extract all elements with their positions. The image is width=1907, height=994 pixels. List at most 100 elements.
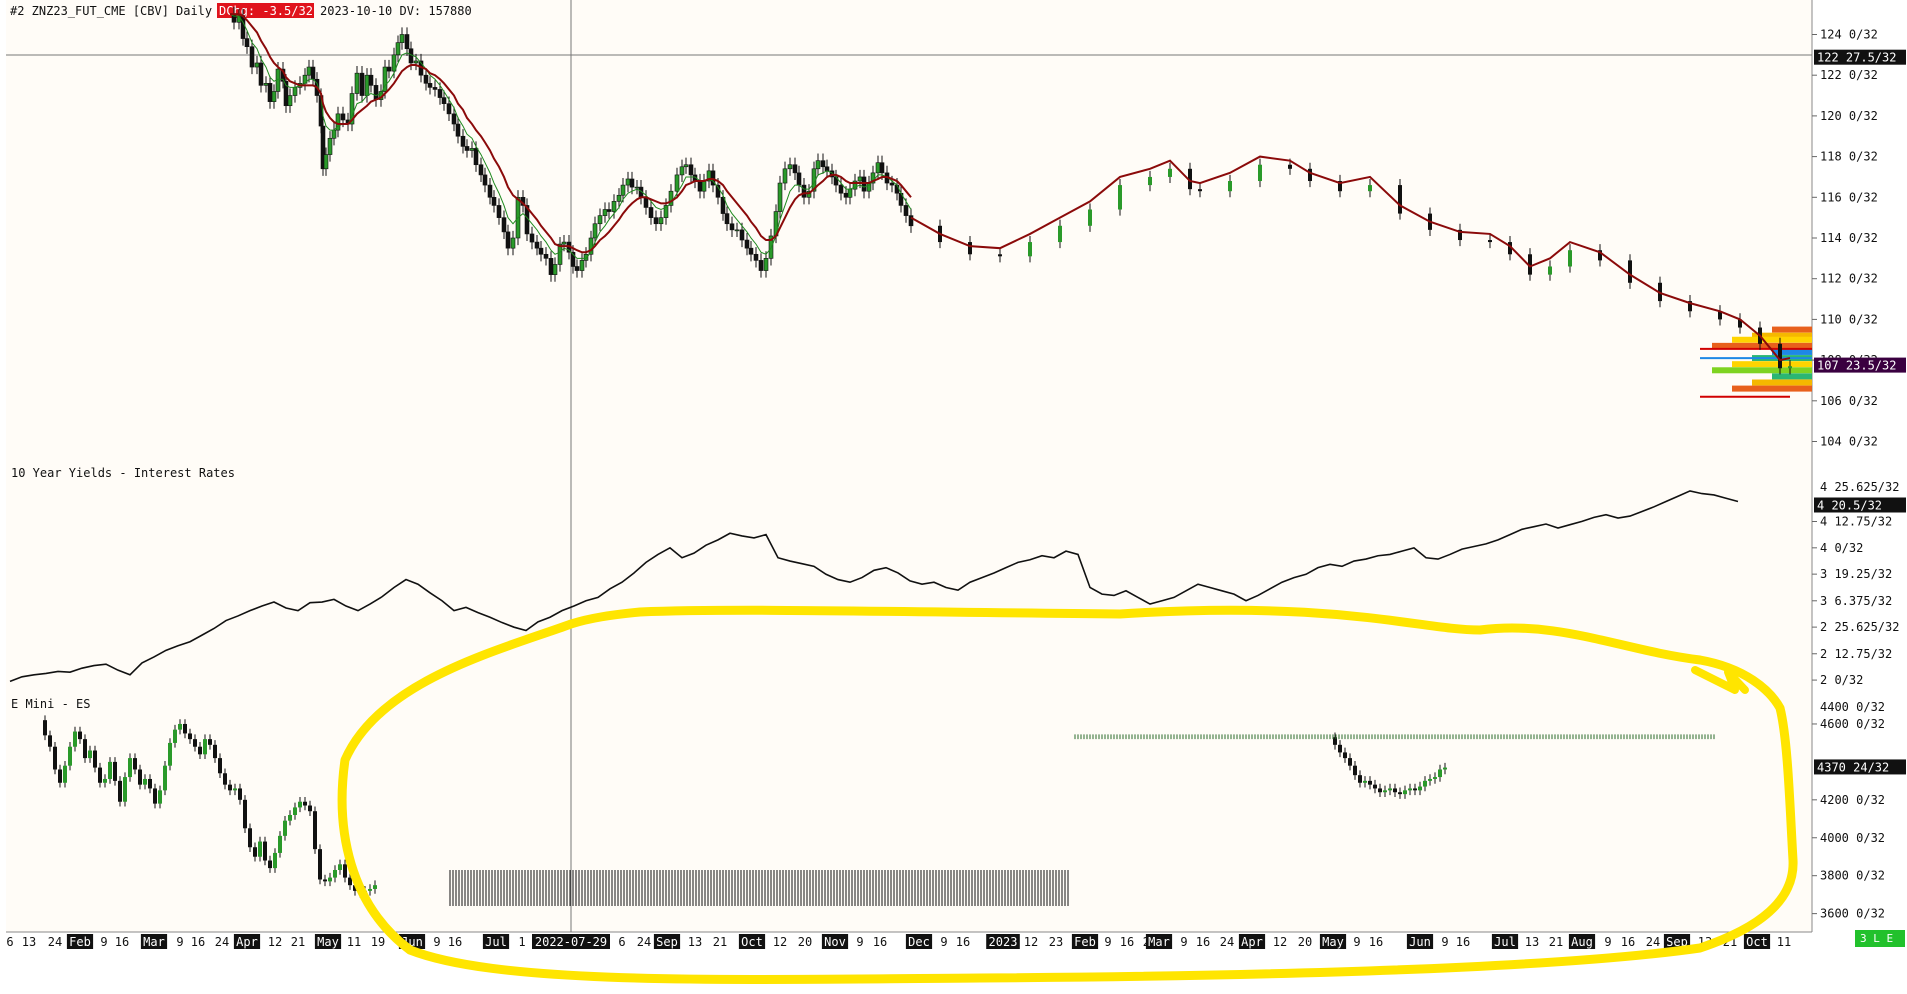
zn-candle-body: [386, 66, 392, 72]
x-tick-label: 2022-07-29: [535, 935, 607, 949]
zn-candle-body: [1168, 168, 1172, 177]
y-tick-label: 4 0/32: [1820, 541, 1863, 555]
x-tick-label: 24: [637, 935, 651, 949]
zn-candle-body: [236, 15, 242, 23]
y-tick-label: 106 0/32: [1820, 394, 1878, 408]
y-tick-label: 122 0/32: [1820, 68, 1878, 82]
status-badge: [1855, 930, 1905, 947]
zn-candle-body: [423, 74, 429, 84]
es-candle-body: [98, 767, 102, 783]
zn-candle-body: [998, 254, 1002, 257]
es-candle-body: [83, 739, 87, 759]
zn-candle-body: [1198, 189, 1202, 192]
y-tick-label: 3600 0/32: [1820, 907, 1885, 921]
zn-candle-body: [404, 34, 410, 50]
zn-candle-body: [688, 164, 694, 176]
zn-candle-body: [879, 162, 885, 174]
zn-candle-body: [310, 66, 316, 80]
zn-candle-body: [574, 266, 580, 271]
y-tick-label: 3 6.375/32: [1820, 594, 1892, 608]
es-candle-body: [353, 885, 357, 891]
es-candle-body: [1398, 792, 1402, 795]
zn-candle-body: [258, 62, 264, 86]
zn-candle-body: [806, 190, 812, 198]
zn-candle-body: [254, 62, 260, 68]
es-candle-body: [1423, 780, 1427, 787]
zn-candle-body: [487, 184, 493, 198]
x-tick-label: Mar: [143, 935, 165, 949]
zn-candle-body: [787, 164, 793, 170]
zn-candle-body: [1118, 185, 1122, 210]
es-pane: [43, 715, 1715, 907]
y-tick-label: 4000 0/32: [1820, 831, 1885, 845]
x-tick-label: 9: [1104, 935, 1111, 949]
zn-fast-ma: [229, 13, 912, 259]
zn-candle-body: [734, 229, 740, 232]
zn-candle-body: [469, 148, 475, 151]
zn-candle-body: [801, 184, 807, 198]
x-tick-label: 16: [1120, 935, 1134, 949]
plot-area[interactable]: [6, 0, 1812, 932]
es-candle-body: [133, 758, 137, 770]
last-price-badge: [1814, 357, 1906, 373]
zn-volume-profile-bar: [1732, 336, 1812, 343]
es-candle-body: [178, 723, 182, 730]
y-tick-label: 120 0/32: [1820, 109, 1878, 123]
zn-candle-body: [903, 205, 909, 216]
x-tick-label: 9: [100, 935, 107, 949]
zn-candle-body: [843, 192, 849, 198]
es-candle-body: [113, 761, 117, 781]
zn-candle-body: [491, 196, 497, 206]
x-tick-label: Aug: [1571, 935, 1593, 949]
zn-candle-body: [1368, 185, 1372, 192]
es-candle-body: [273, 852, 277, 869]
zn-candle-body: [1258, 164, 1262, 182]
zn-candle-body: [561, 241, 567, 245]
es-candle-body: [293, 807, 297, 815]
y-tick-label: 124 0/32: [1820, 27, 1878, 41]
zn-volume-profile-bar: [1732, 385, 1812, 392]
zn-candle-body: [395, 42, 401, 56]
zn-candle-body: [437, 89, 443, 98]
zn-volume-profile-bar: [1732, 361, 1812, 368]
zn-candle-body: [829, 170, 835, 178]
es-candle-body: [1388, 788, 1392, 791]
zn-candle-body: [753, 253, 759, 261]
zn-candle-body: [583, 253, 589, 261]
es-candle-body: [1393, 788, 1397, 793]
zn-candle-body: [464, 146, 470, 151]
x-tick-label-bg: [1238, 934, 1266, 949]
es-candle-body: [1428, 778, 1432, 781]
es-candle-body: [1373, 784, 1377, 789]
es-candle-body: [1433, 777, 1437, 779]
zn-candle-body: [824, 166, 830, 172]
zn-candle-body: [427, 83, 433, 88]
zn-candle-body: [724, 213, 730, 225]
x-tick-label: 13: [22, 935, 36, 949]
x-tick-label: 9: [940, 935, 947, 949]
x-tick-label: Oct: [1746, 935, 1768, 949]
x-tick-label: 12: [773, 935, 787, 949]
zn-candle-body: [455, 123, 461, 137]
es-candle-body: [123, 777, 127, 802]
es-candle-body: [143, 778, 147, 785]
x-tick-label-bg: [532, 934, 610, 949]
x-tick-label: Sep: [656, 935, 678, 949]
x-tick-label: Feb: [1074, 935, 1096, 949]
x-tick-label-bg: [1319, 934, 1347, 949]
header-symbol: #2 ZNZ23_FUT_CME [CBV]: [10, 4, 169, 18]
zn-candle-body: [1398, 185, 1402, 214]
zn-candle-body: [441, 97, 447, 104]
zn-candle-body: [482, 174, 488, 186]
es-candle-body: [168, 742, 172, 766]
x-tick-label-bg: [1568, 934, 1596, 949]
zn-candle-body: [391, 54, 397, 72]
zn-candle-body: [446, 103, 452, 115]
es-candle-body: [1443, 767, 1447, 770]
x-tick-label-bg: [1663, 934, 1691, 949]
zn-candle-body: [399, 34, 405, 43]
es-candle-body: [1408, 788, 1412, 791]
es-candle-body: [268, 860, 272, 869]
zn-candle-body: [331, 129, 337, 139]
